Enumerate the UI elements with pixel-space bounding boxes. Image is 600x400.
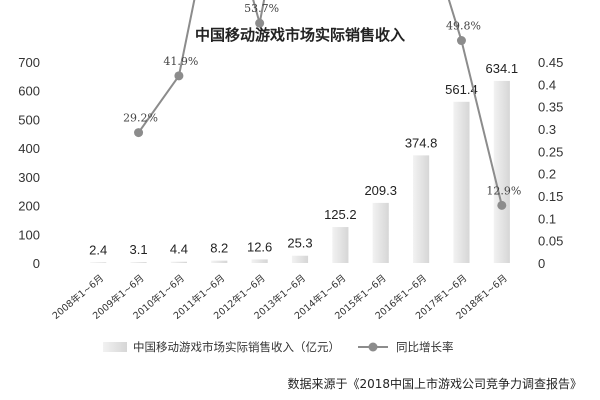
right-tick-label: 0.2 — [538, 167, 556, 182]
source-note: 数据来源于《2018中国上市游戏公司竞争力调查报告》 — [287, 376, 582, 391]
right-axis: 0 0.05 0.1 0.15 0.2 0.25 0.3 0.35 0.4 0.45 — [538, 55, 563, 271]
bar-value-label: 3.1 — [130, 242, 148, 257]
right-tick-label: 0.25 — [538, 144, 563, 159]
right-tick-label: 0.45 — [538, 55, 563, 70]
bar — [211, 261, 227, 263]
bar — [292, 256, 308, 263]
bar — [252, 259, 268, 263]
left-tick-label: 700 — [18, 55, 40, 70]
bar — [171, 262, 187, 263]
right-tick-label: 0.4 — [538, 77, 556, 92]
right-tick-label: 0.05 — [538, 234, 563, 249]
left-tick-label: 500 — [18, 112, 40, 127]
bar — [413, 155, 429, 263]
rate-point — [255, 19, 264, 28]
bar — [90, 262, 106, 263]
left-axis: 0 100 200 300 400 500 600 700 — [18, 55, 40, 271]
rate-point — [457, 36, 466, 45]
legend-bar-label: 中国移动游戏市场实际销售收入（亿元） — [133, 340, 340, 354]
rate-value-label: 53.7% — [244, 2, 279, 15]
rate-value-label: 12.9% — [486, 184, 521, 197]
left-tick-label: 300 — [18, 170, 40, 185]
legend-bar-swatch — [103, 342, 127, 352]
left-tick-label: 600 — [18, 84, 40, 99]
rate-value-label: 41.9% — [163, 55, 198, 68]
right-tick-label: 0 — [538, 256, 545, 271]
right-tick-label: 0.35 — [538, 100, 563, 115]
legend: 中国移动游戏市场实际销售收入（亿元） 同比增长率 — [103, 340, 454, 354]
bar-value-label: 209.3 — [364, 183, 397, 198]
rate-point — [134, 128, 143, 137]
legend-line-marker — [369, 343, 378, 352]
rate-value-label: 29.2% — [123, 112, 158, 125]
left-tick-label: 0 — [33, 256, 40, 271]
right-tick-label: 0.3 — [538, 122, 556, 137]
right-tick-label: 0.15 — [538, 189, 563, 204]
rate-value-label: 49.8% — [446, 20, 481, 33]
bar-value-label: 4.4 — [170, 242, 188, 257]
bar-value-label: 25.3 — [287, 236, 312, 251]
bar-value-label: 2.4 — [89, 242, 107, 257]
bar-value-label: 8.2 — [210, 241, 228, 256]
bar-value-label: 125.2 — [324, 207, 357, 222]
bar — [453, 102, 469, 263]
bar — [130, 262, 146, 263]
legend-line-label: 同比增长率 — [396, 340, 454, 354]
left-tick-label: 200 — [18, 199, 40, 214]
left-tick-label: 400 — [18, 141, 40, 156]
rate-point — [497, 201, 506, 210]
chart-title: 中国移动游戏市场实际销售收入 — [195, 26, 405, 44]
bar — [373, 203, 389, 263]
x-axis: 2008年1~6月2009年1~6月2010年1~6月2011年1~6月2012… — [50, 272, 510, 322]
bar — [332, 227, 348, 263]
bar-value-label: 374.8 — [405, 135, 438, 150]
bar-value-label: 634.1 — [486, 61, 519, 76]
left-tick-label: 100 — [18, 227, 40, 242]
bar-value-label: 12.6 — [247, 239, 272, 254]
bar — [494, 81, 510, 263]
rate-point — [174, 71, 183, 80]
right-tick-label: 0.1 — [538, 211, 556, 226]
